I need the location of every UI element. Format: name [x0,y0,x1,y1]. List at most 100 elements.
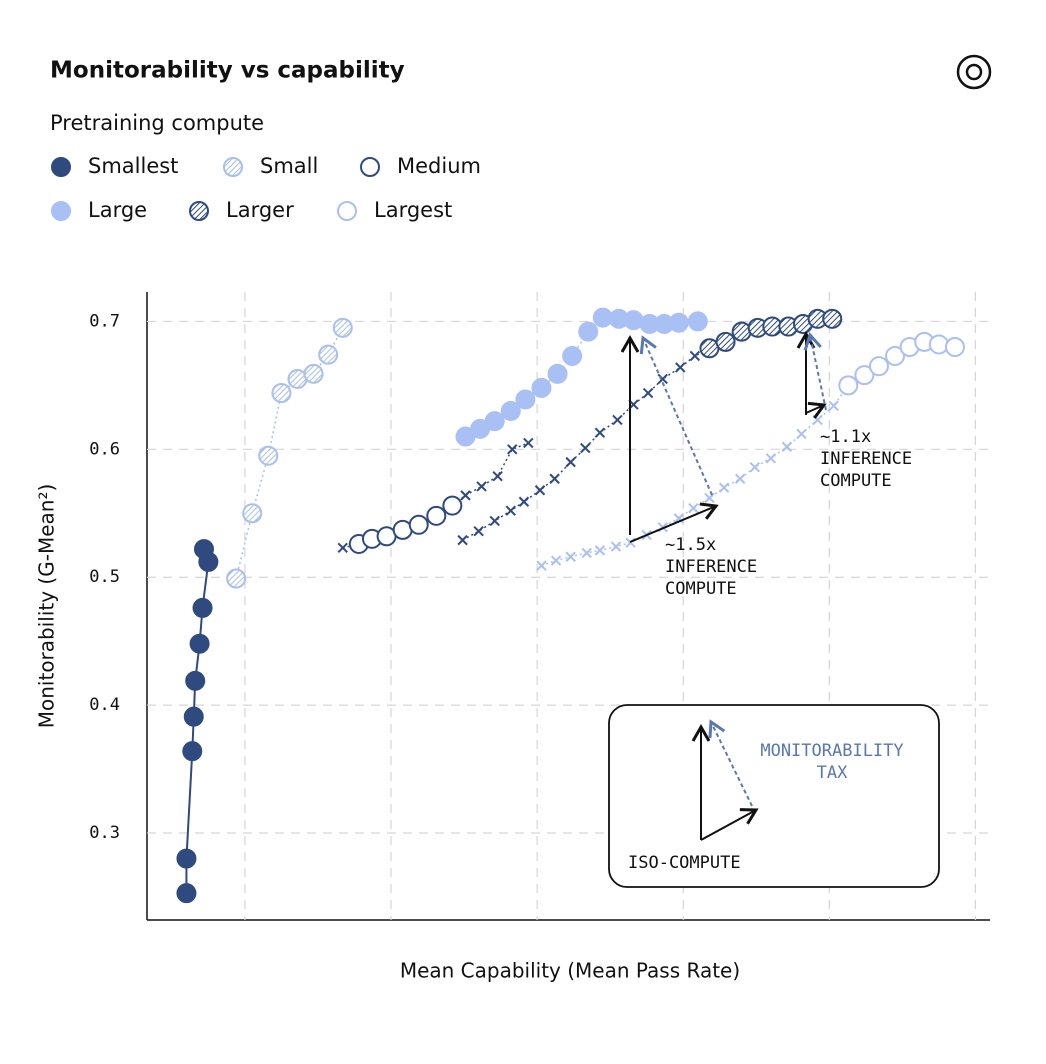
point [518,496,530,507]
point [185,670,206,691]
point [868,356,889,377]
point [442,495,463,516]
point [271,383,292,404]
y-tick-label: 0.3 [89,823,120,843]
point [242,503,263,524]
point [687,311,708,332]
point [549,473,560,484]
point [176,848,197,869]
legend-label: Large [88,198,147,222]
point [828,400,839,412]
point [796,428,807,440]
point [594,545,606,556]
point [610,541,622,552]
point [332,317,353,338]
point [928,334,949,355]
y-tick-label: 0.6 [89,439,120,459]
point [189,633,210,654]
logo [956,54,992,90]
annotation-arrows [620,330,827,543]
point [688,502,699,514]
point [258,445,279,466]
inset: MONITORABILITY TAX ISO-COMPUTE [608,704,940,888]
inset-label: ISO-COMPUTE [628,853,741,873]
annotation: COMPUTE [820,471,892,491]
point [303,363,324,384]
point [489,515,500,527]
point [812,414,823,426]
legend-label: Small [260,154,318,178]
point [547,363,568,384]
point [854,365,875,386]
point [565,456,576,468]
point [704,492,715,504]
y-tick-label: 0.7 [89,311,120,331]
point [594,427,606,438]
point [505,505,516,516]
legend-marker [51,157,71,177]
x-axis-label: Mean Capability (Mean Pass Rate) [400,959,740,983]
point [623,310,644,331]
point [500,400,521,421]
point [565,551,576,562]
point [183,706,204,727]
annotation: ~1.1x [820,427,871,447]
point [578,321,599,342]
series-line [462,318,833,541]
point [507,444,518,455]
annotation: INFERENCE [665,557,757,577]
point [668,312,689,333]
legend-marker [337,201,357,221]
point [337,542,348,554]
point [562,345,583,366]
point [550,555,562,566]
annotation: INFERENCE [820,449,912,469]
point [781,441,793,452]
point [515,389,536,410]
y-axis-label: Monitorability (G-Mean²) [35,484,59,729]
point [318,344,339,365]
point [534,485,546,496]
point [460,490,471,501]
point [612,414,623,426]
legend-marker [223,157,243,177]
point [838,375,859,396]
chart-title: Monitorability vs capability [50,58,405,84]
point [944,336,965,357]
point [765,453,777,464]
point [642,387,654,399]
legend-label: Medium [397,154,481,178]
point [484,411,505,432]
point [408,514,429,535]
point [675,362,686,373]
point [457,534,468,546]
annotation: ~1.5x [665,535,716,555]
legend-marker [360,157,380,177]
point [822,308,843,329]
point [581,547,592,559]
y-tick-label: 0.4 [89,695,120,715]
point [885,345,906,366]
series-line [235,327,344,579]
point [193,539,214,560]
annotation: COMPUTE [665,579,737,599]
point [734,473,746,484]
point [531,377,552,398]
plot-area [147,292,990,920]
legend-label: Smallest [88,154,178,178]
point [523,437,534,449]
legend-marker [189,201,209,221]
point [476,481,487,492]
point [182,741,203,762]
point [536,560,547,571]
point [689,350,701,362]
legend-label: Larger [226,198,294,222]
legend-label: Largest [374,198,452,222]
y-tick-label: 0.5 [89,567,120,587]
point [192,597,213,618]
point [715,331,736,352]
inset-label: MONITORABILITY [760,741,903,761]
point [226,568,247,589]
legend-title: Pretraining compute [50,111,264,135]
